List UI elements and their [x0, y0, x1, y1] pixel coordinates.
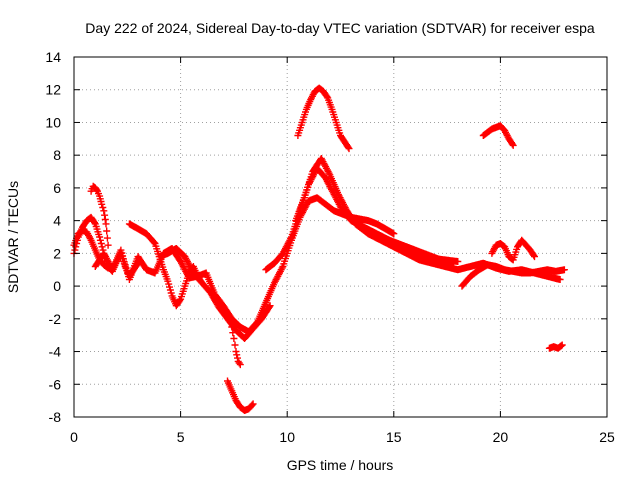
chart-title: Day 222 of 2024, Sidereal Day-to-day VTE…: [85, 20, 595, 36]
y-tick-label: 2: [53, 245, 61, 261]
x-tick-label: 20: [493, 429, 509, 445]
x-tick-label: 5: [177, 429, 185, 445]
plot-frame: [73, 56, 608, 418]
x-tick-label: 10: [279, 429, 295, 445]
y-tick-label: -8: [49, 409, 62, 425]
series-track-late-b: [458, 261, 568, 290]
y-tick-label: 8: [53, 147, 61, 163]
x-tick-label: 0: [70, 429, 78, 445]
data-points: [70, 84, 568, 414]
point-markers: [294, 84, 353, 153]
point-markers: [91, 245, 261, 336]
point-markers: [70, 227, 112, 272]
series-track-mid-a: [91, 245, 261, 336]
point-markers: [87, 182, 112, 249]
series-track-late-c: [488, 236, 538, 264]
series-track-low: [224, 377, 257, 414]
y-tick-label: 6: [53, 180, 61, 196]
x-tick-label: 25: [599, 429, 615, 445]
x-axis-label: GPS time / hours: [287, 457, 394, 473]
series-track-spike: [87, 182, 112, 249]
series-track-high: [294, 84, 353, 153]
y-tick-label: 10: [45, 114, 61, 130]
point-markers: [488, 236, 538, 264]
point-markers: [545, 341, 566, 352]
grid-lines: [74, 57, 607, 417]
series-track-early-b: [70, 227, 112, 272]
series-track-dip: [228, 323, 244, 369]
point-markers: [458, 261, 568, 290]
point-markers: [479, 122, 517, 149]
y-tick-label: 4: [53, 213, 61, 229]
y-tick-label: 0: [53, 278, 61, 294]
axis-ticks: 0 5 10 15 20 25 -8 -6 -4 -2 0 2 4 6 8 10 12 14: [45, 49, 615, 445]
series-track-late-high: [479, 122, 517, 149]
point-markers: [224, 377, 257, 414]
x-tick-label: 15: [386, 429, 402, 445]
y-tick-label: 14: [45, 49, 61, 65]
series-track-late-low: [545, 341, 566, 352]
y-tick-label: 12: [45, 82, 61, 98]
y-tick-label: -4: [49, 344, 62, 360]
y-tick-label: -2: [49, 311, 62, 327]
y-tick-label: -6: [49, 376, 62, 392]
point-markers: [228, 323, 244, 369]
y-axis-label: SDTVAR / TECUs: [5, 181, 21, 293]
